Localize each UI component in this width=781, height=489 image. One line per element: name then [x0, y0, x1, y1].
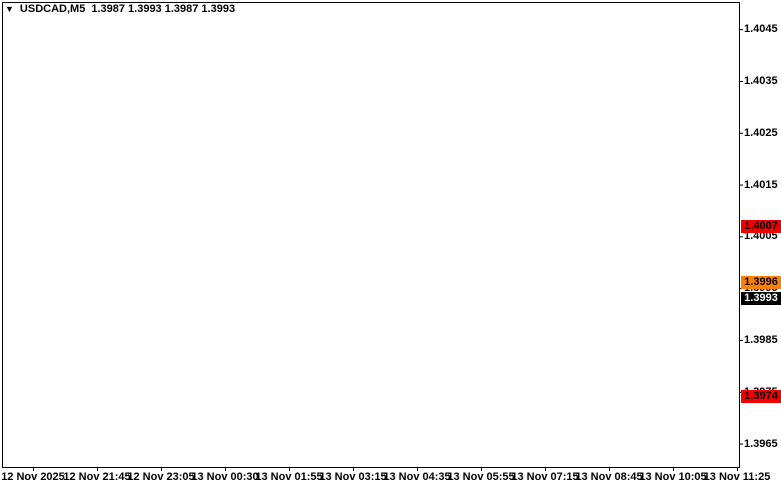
- price-tick-label: 1.4015: [744, 178, 778, 191]
- symbol-timeframe-label: USDCAD,M5: [19, 3, 86, 15]
- price-tick-label: 1.3965: [744, 437, 778, 450]
- pivot-level-price-tag: 1.3996: [741, 276, 781, 290]
- current-price-tag: 1.3993: [741, 292, 781, 306]
- price-tick-label: 1.4035: [744, 74, 778, 87]
- ohlc-readout: 1.3987 1.3993 1.3987 1.3993: [91, 3, 236, 15]
- time-tick-label: 12 Nov 2025: [1, 471, 65, 483]
- support-level-price-tag: 1.3974: [741, 390, 781, 404]
- time-tick-label: 13 Nov 04:35: [383, 471, 451, 483]
- chart-title: ▼ USDCAD,M5 1.3987 1.3993 1.3987 1.3993: [5, 3, 235, 15]
- time-tick-label: 13 Nov 10:05: [639, 471, 707, 483]
- time-tick-label: 13 Nov 11:25: [703, 471, 771, 483]
- price-tick-label: 1.4045: [744, 23, 778, 36]
- price-tick-label: 1.3985: [744, 333, 778, 346]
- time-tick-label: 13 Nov 00:30: [191, 471, 259, 483]
- time-tick-label: 13 Nov 05:55: [447, 471, 515, 483]
- resistance-level-price-tag: 1.4007: [741, 219, 781, 233]
- symbol-marker-icon: ▼: [5, 3, 14, 14]
- time-tick-label: 12 Nov 23:05: [127, 471, 195, 483]
- time-tick-label: 13 Nov 01:55: [255, 471, 323, 483]
- time-tick-label: 12 Nov 21:45: [63, 471, 131, 483]
- time-tick-label: 13 Nov 07:15: [511, 471, 579, 483]
- axis-ticks: [33, 29, 743, 471]
- plot-border: [2, 2, 740, 468]
- time-tick-label: 13 Nov 08:45: [575, 471, 643, 483]
- time-tick-label: 13 Nov 03:15: [319, 471, 387, 483]
- price-tick-label: 1.4025: [744, 126, 778, 139]
- price-tick-label: 1.4005: [744, 230, 778, 243]
